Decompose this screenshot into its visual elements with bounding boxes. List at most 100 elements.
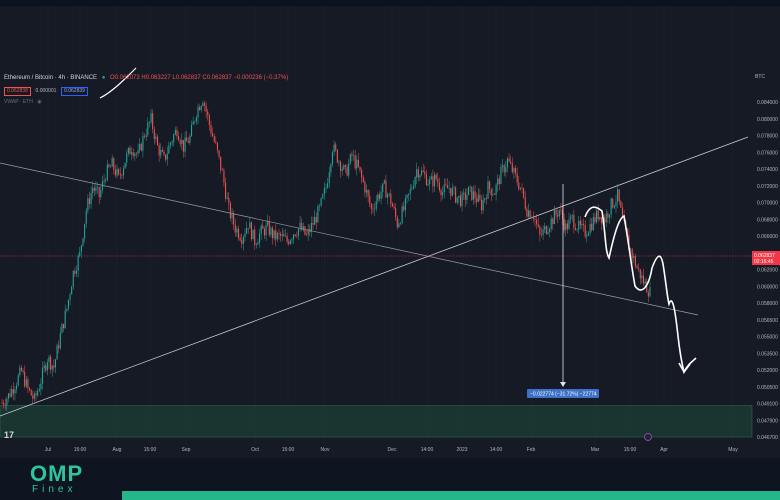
candle-body — [156, 136, 159, 146]
candle-body — [391, 203, 393, 207]
candle-body — [417, 169, 419, 178]
price-tick: 0.052000 — [757, 368, 778, 374]
footer: OMP Finex — [0, 458, 780, 500]
candle-body — [267, 221, 269, 226]
candle-body — [618, 189, 620, 202]
candle-body — [301, 222, 303, 230]
price-chart[interactable]: 0.084000 0.080000 0.078000 0.076000 0.074000… — [0, 6, 780, 458]
candle-body — [53, 365, 55, 368]
time-tick: 15:00 — [624, 447, 637, 453]
eye-icon[interactable]: ◉ — [37, 99, 42, 105]
candle-body — [121, 175, 123, 176]
candle-body — [456, 197, 458, 203]
candle-body — [87, 198, 89, 211]
candle-body — [416, 169, 418, 178]
drawing-swoosh — [99, 67, 137, 99]
candle-body — [438, 182, 440, 191]
candle-body — [93, 187, 95, 191]
candle-body — [207, 111, 209, 116]
finex-logo: Finex — [32, 484, 77, 495]
candle-body — [281, 234, 283, 236]
candle-body — [35, 393, 37, 396]
candle-body — [617, 189, 619, 202]
candle-body — [437, 178, 439, 183]
candle-body — [539, 226, 541, 235]
candle-body — [591, 223, 593, 231]
candle-body — [74, 270, 76, 274]
candle-body — [56, 345, 58, 360]
candle-body — [153, 129, 155, 139]
candle-body — [95, 187, 97, 191]
event-marker-icon[interactable] — [644, 433, 652, 441]
candle-body — [122, 168, 125, 176]
candle-body — [97, 187, 99, 188]
candle-body — [72, 270, 74, 287]
candle-body — [270, 227, 272, 235]
time-tick: 14:00 — [490, 447, 503, 453]
candle-body — [278, 232, 280, 234]
time-axis[interactable]: Jul 15:00 Aug 15:00 Sep Oct 15:00 Nov Dec 14:00 20… — [45, 447, 738, 453]
candle-body — [468, 186, 470, 196]
candle-body — [199, 107, 201, 111]
candle-body — [127, 147, 129, 154]
projection-path[interactable] — [584, 206, 697, 375]
candle-body — [64, 310, 66, 329]
candle-body — [163, 151, 165, 155]
candle-body — [195, 117, 197, 122]
candle-body — [33, 393, 35, 399]
candle-body — [542, 229, 544, 235]
trendline-descending[interactable] — [0, 162, 699, 316]
candle-body — [320, 198, 322, 206]
candle-body — [568, 219, 570, 230]
candle-body — [382, 183, 384, 193]
candle-body — [638, 268, 640, 270]
bid-value[interactable]: 0.062838 — [4, 87, 31, 96]
candle-body — [552, 218, 554, 225]
candle-body — [451, 187, 453, 196]
candle-body — [536, 219, 538, 225]
candle-body — [430, 176, 432, 180]
candle-body — [328, 172, 330, 184]
candle-body — [140, 143, 142, 151]
price-axis[interactable]: 0.084000 0.080000 0.078000 0.076000 0.074000… — [757, 100, 778, 441]
price-tick: 0.058000 — [757, 301, 778, 307]
candle-body — [84, 223, 86, 239]
candle-body — [205, 105, 207, 112]
candle-body — [254, 229, 256, 246]
candle-body — [212, 133, 214, 137]
time-tick: Aug — [113, 447, 122, 453]
candle-body — [101, 181, 103, 190]
candle-body — [450, 187, 452, 196]
candle-body — [61, 324, 63, 334]
candle-body — [330, 164, 332, 173]
projection-arrow-icon — [678, 362, 691, 374]
candle-body — [14, 389, 16, 394]
candle-body — [242, 236, 244, 244]
candle-body — [152, 113, 154, 130]
measure-label-box — [527, 389, 599, 398]
candle-body — [113, 158, 115, 170]
candle-body — [597, 210, 599, 220]
candle-body — [646, 281, 648, 293]
ask-value[interactable]: 0.062839 — [61, 87, 88, 96]
candle-body — [304, 226, 306, 235]
candle-body — [549, 228, 551, 232]
candle-body — [22, 370, 24, 373]
candle-body — [545, 226, 547, 234]
candle-body — [480, 199, 483, 211]
candle-body — [587, 233, 589, 236]
chart-area[interactable]: 0.084000 0.080000 0.078000 0.076000 0.074000… — [0, 6, 780, 458]
candle-body — [106, 164, 108, 181]
last-price-tag — [752, 251, 780, 265]
support-zone — [0, 405, 753, 438]
candle-body — [393, 206, 395, 209]
candle-body — [333, 144, 335, 153]
indicator-label[interactable]: VWAP · ETH — [4, 99, 33, 105]
candle-body — [586, 235, 588, 237]
symbol-title[interactable]: Ethereum / Bitcoin · 4h · BINANCE — [4, 75, 98, 81]
trendline-ascending[interactable] — [0, 136, 749, 417]
candle-body — [307, 229, 309, 235]
candle-body — [45, 365, 47, 371]
candle-body — [344, 165, 346, 168]
candle-body — [380, 192, 382, 199]
